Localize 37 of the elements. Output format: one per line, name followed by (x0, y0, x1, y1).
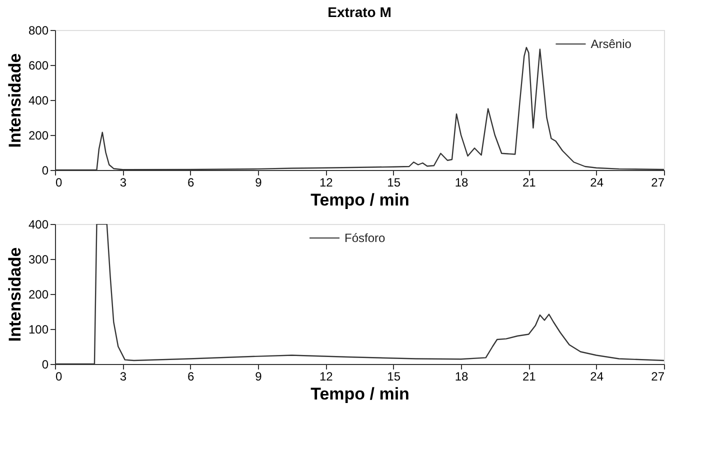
x-tick-label: 0 (56, 176, 62, 190)
x-tick-label: 24 (590, 176, 604, 190)
x-tick-label: 12 (319, 176, 334, 190)
x-tick-label: 6 (187, 176, 194, 190)
chart-title: Extrato M (328, 4, 392, 20)
x-tick-label: 24 (590, 370, 604, 384)
y-axis-title: Intensidade (5, 53, 24, 148)
y-tick-label: 0 (42, 358, 49, 372)
x-tick-label: 18 (454, 176, 468, 190)
x-tick-label: 3 (120, 176, 127, 190)
legend-label: Fósforo (344, 231, 386, 245)
x-tick-label: 21 (522, 370, 536, 384)
y-tick-label: 0 (42, 164, 49, 178)
y-tick-label: 600 (28, 58, 49, 72)
x-tick-label: 9 (255, 176, 262, 190)
x-axis-title: Tempo / min (310, 190, 410, 210)
x-axis-title: Tempo / min (310, 384, 410, 404)
y-axis-title: Intensidade (5, 247, 24, 342)
x-tick-label: 15 (387, 176, 401, 190)
x-tick-label: 15 (387, 370, 401, 384)
y-tick-label: 100 (28, 322, 49, 336)
y-tick-label: 200 (28, 128, 49, 142)
legend-label: Arsênio (590, 37, 632, 51)
y-tick-label: 800 (28, 24, 49, 38)
x-tick-label: 27 (651, 370, 665, 384)
y-tick-label: 400 (28, 218, 49, 232)
x-tick-label: 3 (120, 370, 127, 384)
x-tick-label: 6 (187, 370, 194, 384)
x-tick-label: 0 (56, 370, 62, 384)
x-tick-label: 12 (319, 370, 334, 384)
x-tick-label: 27 (651, 176, 665, 190)
y-tick-label: 300 (28, 252, 49, 266)
x-tick-label: 21 (522, 176, 536, 190)
x-tick-label: 9 (255, 370, 262, 384)
y-tick-label: 200 (28, 288, 49, 302)
y-tick-label: 400 (28, 94, 49, 108)
x-tick-label: 18 (454, 370, 468, 384)
